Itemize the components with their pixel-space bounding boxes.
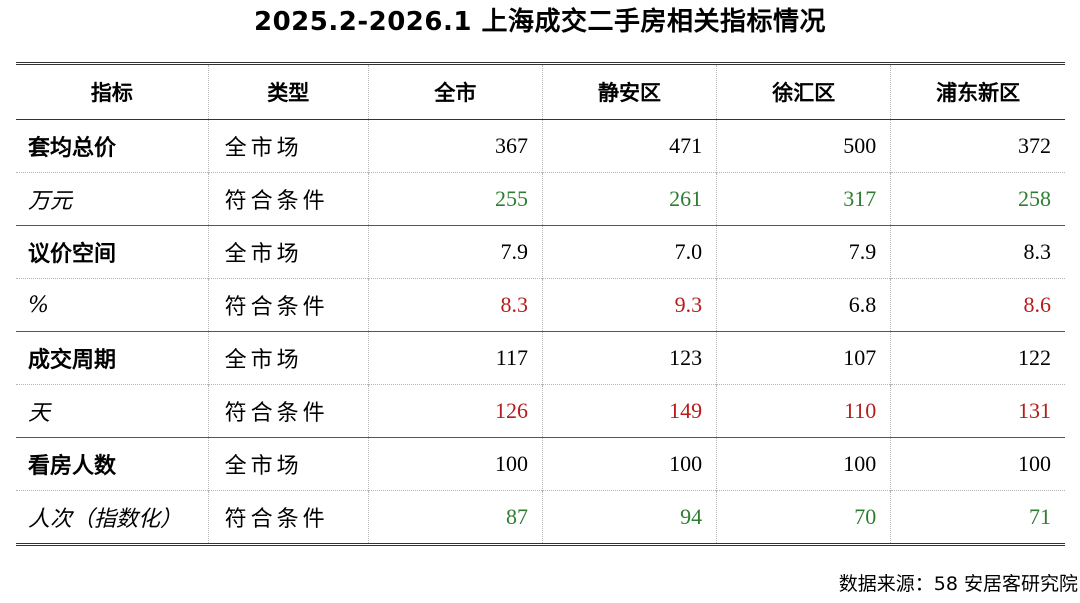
value-cell: 258	[890, 172, 1065, 226]
value-cell: 87	[367, 490, 543, 546]
value-cell: 131	[890, 384, 1065, 438]
type-cell: 全市场	[207, 119, 369, 173]
type-cell: 符合条件	[207, 384, 369, 438]
type-cell: 全市场	[207, 225, 369, 279]
value-cell: 70	[716, 490, 891, 546]
value-cell: 100	[367, 437, 543, 491]
page-title: 2025.2-2026.1 上海成交二手房相关指标情况	[253, 7, 826, 37]
value-cell: 255	[367, 172, 543, 226]
header-jingan: 静安区	[541, 62, 717, 120]
value-cell: 6.8	[716, 278, 891, 332]
header-xuhui: 徐汇区	[716, 62, 891, 120]
metric-name: 议价空间	[16, 225, 209, 279]
metric-unit: %	[16, 278, 209, 332]
value-cell: 149	[541, 384, 717, 438]
value-cell: 7.0	[541, 225, 717, 279]
value-cell: 7.9	[716, 225, 891, 279]
source-note: 数据来源：58 安居客研究院	[838, 573, 1078, 595]
table-row: 人次（指数化） 符合条件 87 94 70 71	[16, 490, 1065, 546]
header-metric: 指标	[16, 62, 209, 120]
value-cell: 471	[541, 119, 717, 173]
value-cell: 94	[541, 490, 717, 546]
table-row: % 符合条件 8.3 9.3 6.8 8.6	[16, 278, 1065, 332]
metric-name: 套均总价	[28, 136, 117, 161]
value-cell: 123	[541, 331, 717, 385]
header-pudong: 浦东新区	[890, 62, 1065, 120]
value-cell: 8.6	[890, 278, 1065, 332]
header-type: 类型	[207, 62, 369, 120]
metric-name: 看房人数	[16, 437, 209, 491]
indicator-table: 指标 类型 全市 静安区 徐汇区 浦东新区 套均总价 全市场 367 471 5…	[16, 62, 1065, 546]
type-cell: 全市场	[207, 437, 369, 491]
value-cell: 100	[890, 437, 1065, 491]
metric-unit: 人次（指数化）	[16, 490, 209, 546]
value-cell: 71	[890, 490, 1065, 546]
metric-unit: 天	[16, 384, 209, 438]
value-cell: 9.3	[541, 278, 717, 332]
value-cell: 100	[716, 437, 891, 491]
value-cell: 500	[716, 119, 891, 173]
value-cell: 122	[890, 331, 1065, 385]
table-row: 议价空间 全市场 7.9 7.0 7.9 8.3	[16, 225, 1065, 279]
value-cell: 317	[716, 172, 891, 226]
value-cell: 261	[541, 172, 717, 226]
table-row: 万元 符合条件 255 261 317 258	[16, 172, 1065, 226]
value-cell: 8.3	[367, 278, 543, 332]
value-cell: 107	[716, 331, 891, 385]
metric-unit: 万元	[16, 172, 209, 226]
value-cell: 8.3	[890, 225, 1065, 279]
value-cell: 7.9	[367, 225, 543, 279]
table-row: 成交周期 全市场 117 123 107 122	[16, 331, 1065, 385]
value-cell: 100	[541, 437, 717, 491]
table-row: 套均总价 全市场 367 471 500 372	[16, 119, 1065, 173]
table-row: 天 符合条件 126 149 110 131	[16, 384, 1065, 438]
value-cell: 110	[716, 384, 891, 438]
value-cell: 372	[890, 119, 1065, 173]
value-cell: 117	[367, 331, 543, 385]
metric-name: 成交周期	[16, 331, 209, 385]
value-cell: 367	[367, 119, 543, 173]
type-cell: 符合条件	[207, 490, 369, 546]
header-row: 指标 类型 全市 静安区 徐汇区 浦东新区	[16, 62, 1065, 120]
header-city: 全市	[367, 62, 543, 120]
table-row: 看房人数 全市场 100 100 100 100	[16, 437, 1065, 491]
type-cell: 符合条件	[207, 172, 369, 226]
type-cell: 全市场	[207, 331, 369, 385]
type-cell: 符合条件	[207, 278, 369, 332]
value-cell: 126	[367, 384, 543, 438]
